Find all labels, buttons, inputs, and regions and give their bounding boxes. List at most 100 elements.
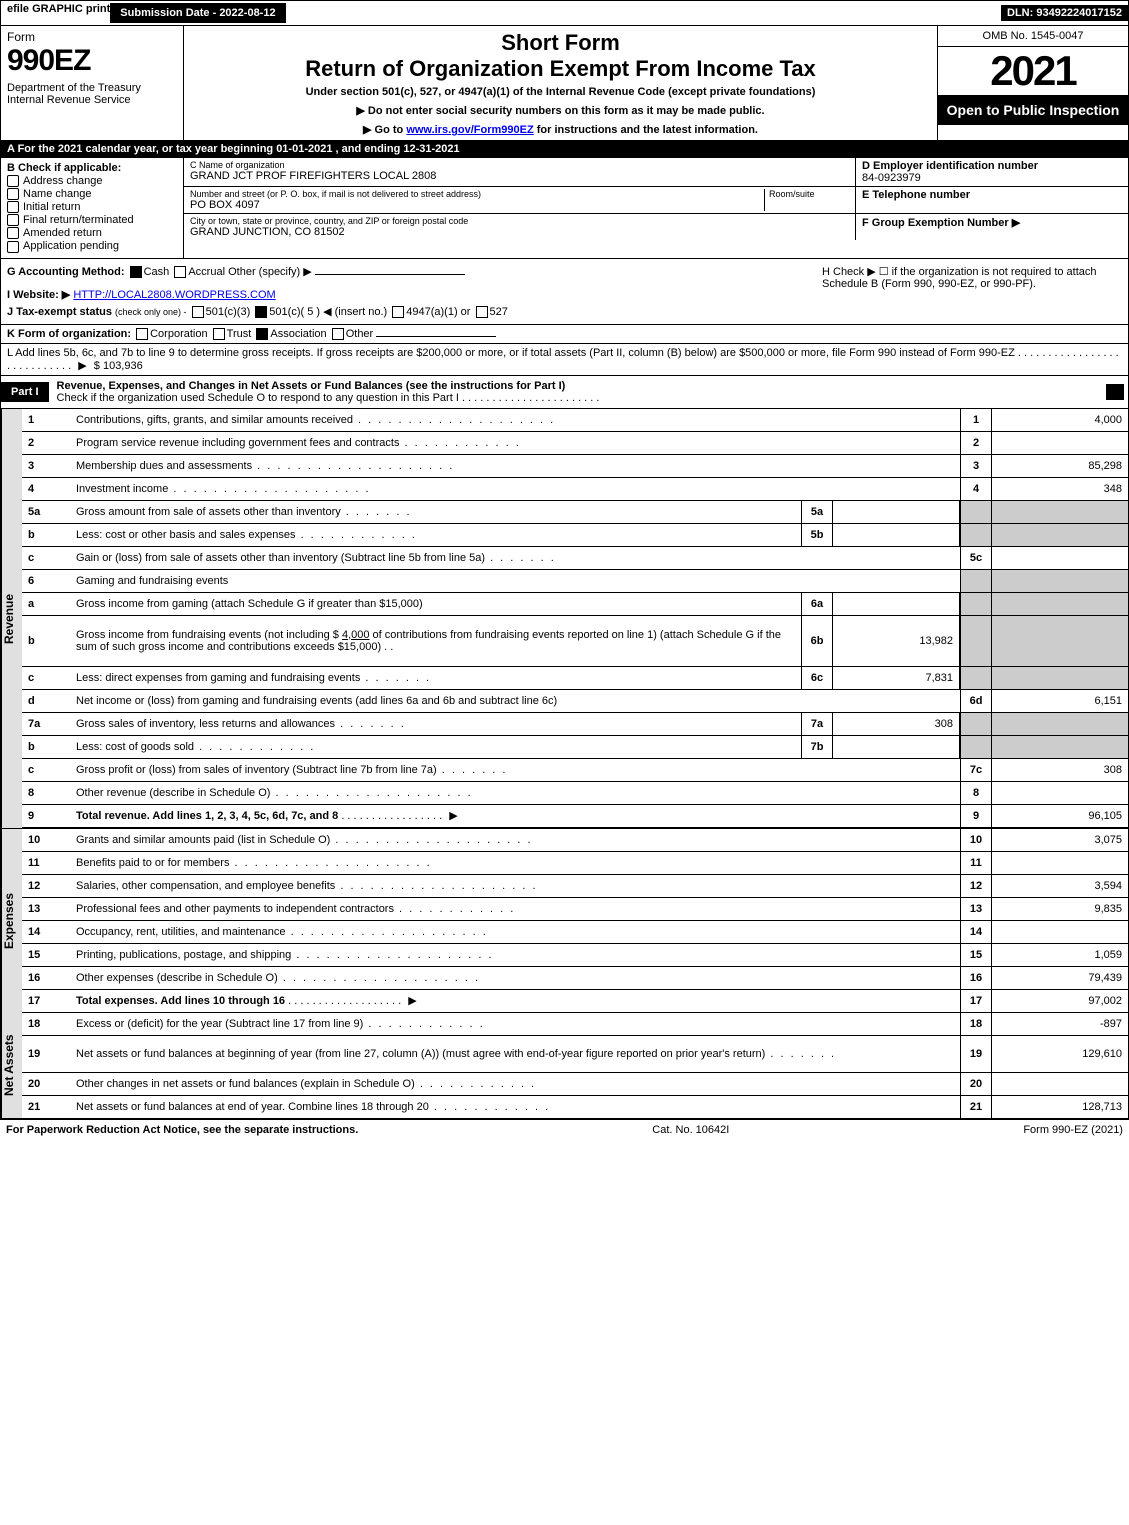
netassets-section: Net Assets 18Excess or (deficit) for the… bbox=[0, 1013, 1129, 1119]
notice-ssn: ▶ Do not enter social security numbers o… bbox=[188, 104, 933, 117]
l20-num: 20 bbox=[22, 1078, 68, 1090]
l13-val: 9,835 bbox=[992, 898, 1128, 920]
section-bcdef: B Check if applicable: Address change Na… bbox=[0, 158, 1129, 259]
l7a-sub: 7a bbox=[801, 713, 833, 735]
l20-val bbox=[992, 1073, 1128, 1095]
section-cde: C Name of organization GRAND JCT PROF FI… bbox=[184, 158, 1128, 258]
l6c-subval: 7,831 bbox=[833, 667, 960, 689]
checkbox-501c[interactable] bbox=[255, 306, 267, 318]
checkbox-amended-return[interactable] bbox=[7, 227, 19, 239]
l8-desc: Other revenue (describe in Schedule O) bbox=[68, 785, 960, 801]
expenses-section: Expenses 10Grants and similar amounts pa… bbox=[0, 828, 1129, 1013]
part1-header: Part I Revenue, Expenses, and Changes in… bbox=[0, 376, 1129, 409]
l2-val bbox=[992, 432, 1128, 454]
l6b-inline: 4,000 bbox=[342, 629, 370, 641]
l11-val bbox=[992, 852, 1128, 874]
checkbox-initial-return[interactable] bbox=[7, 201, 19, 213]
city-value: GRAND JUNCTION, CO 81502 bbox=[190, 226, 849, 238]
l5b-subval bbox=[833, 524, 960, 546]
checkbox-527[interactable] bbox=[476, 306, 488, 318]
form-word: Form bbox=[7, 30, 177, 44]
l20-desc: Other changes in net assets or fund bala… bbox=[68, 1076, 960, 1092]
l7b-subval bbox=[833, 736, 960, 758]
checkbox-corporation[interactable] bbox=[136, 328, 148, 340]
under-section: Under section 501(c), 527, or 4947(a)(1)… bbox=[188, 86, 933, 98]
part1-title: Revenue, Expenses, and Changes in Net As… bbox=[49, 376, 1106, 408]
form-number: 990EZ bbox=[7, 44, 177, 78]
l15-box: 15 bbox=[960, 944, 992, 966]
l7a-subval: 308 bbox=[833, 713, 960, 735]
l14-num: 14 bbox=[22, 926, 68, 938]
l6a-num: a bbox=[22, 598, 68, 610]
k-opt3: Other bbox=[346, 328, 374, 340]
website-link[interactable]: HTTP://LOCAL2808.WORDPRESS.COM bbox=[73, 289, 275, 301]
checkbox-cash[interactable] bbox=[130, 266, 142, 278]
omb-number: OMB No. 1545-0047 bbox=[938, 26, 1128, 47]
room-label: Room/suite bbox=[769, 189, 849, 199]
l18-box: 18 bbox=[960, 1013, 992, 1035]
street-value: PO BOX 4097 bbox=[190, 199, 764, 211]
l6a-greyval bbox=[992, 593, 1128, 615]
j-opt3: 4947(a)(1) or bbox=[406, 306, 470, 318]
l21-val: 128,713 bbox=[992, 1096, 1128, 1118]
l5c-val bbox=[992, 547, 1128, 569]
checkbox-final-return[interactable] bbox=[7, 214, 19, 226]
l7a-num: 7a bbox=[22, 718, 68, 730]
section-h: H Check ▶ ☐ if the organization is not r… bbox=[822, 265, 1122, 318]
l1-num: 1 bbox=[22, 414, 68, 426]
l5b-greyval bbox=[992, 524, 1128, 546]
checkbox-accrual[interactable] bbox=[174, 266, 186, 278]
l9-num: 9 bbox=[22, 810, 68, 822]
chk-label-2: Initial return bbox=[23, 201, 80, 213]
l1-val: 4,000 bbox=[992, 409, 1128, 431]
checkbox-application-pending[interactable] bbox=[7, 241, 19, 253]
k-label: K Form of organization: bbox=[7, 328, 131, 340]
l8-num: 8 bbox=[22, 787, 68, 799]
l14-box: 14 bbox=[960, 921, 992, 943]
l6d-val: 6,151 bbox=[992, 690, 1128, 712]
l6b-grey bbox=[960, 616, 992, 666]
l12-box: 12 bbox=[960, 875, 992, 897]
i-label: I Website: ▶ bbox=[7, 289, 70, 301]
section-l: L Add lines 5b, 6c, and 7b to line 9 to … bbox=[0, 344, 1129, 376]
l21-num: 21 bbox=[22, 1101, 68, 1113]
irs-link[interactable]: www.irs.gov/Form990EZ bbox=[406, 124, 533, 136]
l5a-greyval bbox=[992, 501, 1128, 523]
checkbox-address-change[interactable] bbox=[7, 175, 19, 187]
chk-label-0: Address change bbox=[23, 175, 103, 187]
ein-value: 84-0923979 bbox=[862, 172, 1122, 184]
checkbox-other-org[interactable] bbox=[332, 328, 344, 340]
l5a-grey bbox=[960, 501, 992, 523]
checkbox-trust[interactable] bbox=[213, 328, 225, 340]
l6b-subval: 13,982 bbox=[833, 616, 960, 666]
l16-desc: Other expenses (describe in Schedule O) bbox=[68, 970, 960, 986]
checkbox-501c3[interactable] bbox=[192, 306, 204, 318]
section-i: I Website: ▶ HTTP://LOCAL2808.WORDPRESS.… bbox=[7, 288, 822, 301]
l6a-subval bbox=[833, 593, 960, 615]
part1-checkbox[interactable] bbox=[1106, 384, 1124, 400]
part1-title-text: Revenue, Expenses, and Changes in Net As… bbox=[57, 380, 566, 392]
l3-num: 3 bbox=[22, 460, 68, 472]
l21-desc: Net assets or fund balances at end of ye… bbox=[68, 1099, 960, 1115]
checkbox-name-change[interactable] bbox=[7, 188, 19, 200]
l17-val: 97,002 bbox=[992, 990, 1128, 1012]
l7b-greyval bbox=[992, 736, 1128, 758]
checkbox-association[interactable] bbox=[256, 328, 268, 340]
dln-label: DLN: 93492224017152 bbox=[1001, 5, 1128, 21]
k-opt1: Trust bbox=[227, 328, 252, 340]
checkbox-4947[interactable] bbox=[392, 306, 404, 318]
l13-desc: Professional fees and other payments to … bbox=[68, 901, 960, 917]
submission-date: Submission Date - 2022-08-12 bbox=[110, 3, 285, 23]
section-j: J Tax-exempt status (check only one) - 5… bbox=[7, 305, 822, 318]
j-opt2: 501(c)( 5 ) ◀ (insert no.) bbox=[269, 306, 387, 318]
city-label: City or town, state or province, country… bbox=[190, 216, 849, 226]
l6b-desc: Gross income from fundraising events (no… bbox=[68, 627, 801, 655]
header-center: Short Form Return of Organization Exempt… bbox=[184, 26, 937, 140]
j-opt1: 501(c)(3) bbox=[206, 306, 251, 318]
l7a-grey bbox=[960, 713, 992, 735]
l16-val: 79,439 bbox=[992, 967, 1128, 989]
l4-box: 4 bbox=[960, 478, 992, 500]
l18-val: -897 bbox=[992, 1013, 1128, 1035]
section-b: B Check if applicable: Address change Na… bbox=[1, 158, 184, 258]
section-k: K Form of organization: Corporation Trus… bbox=[0, 325, 1129, 344]
